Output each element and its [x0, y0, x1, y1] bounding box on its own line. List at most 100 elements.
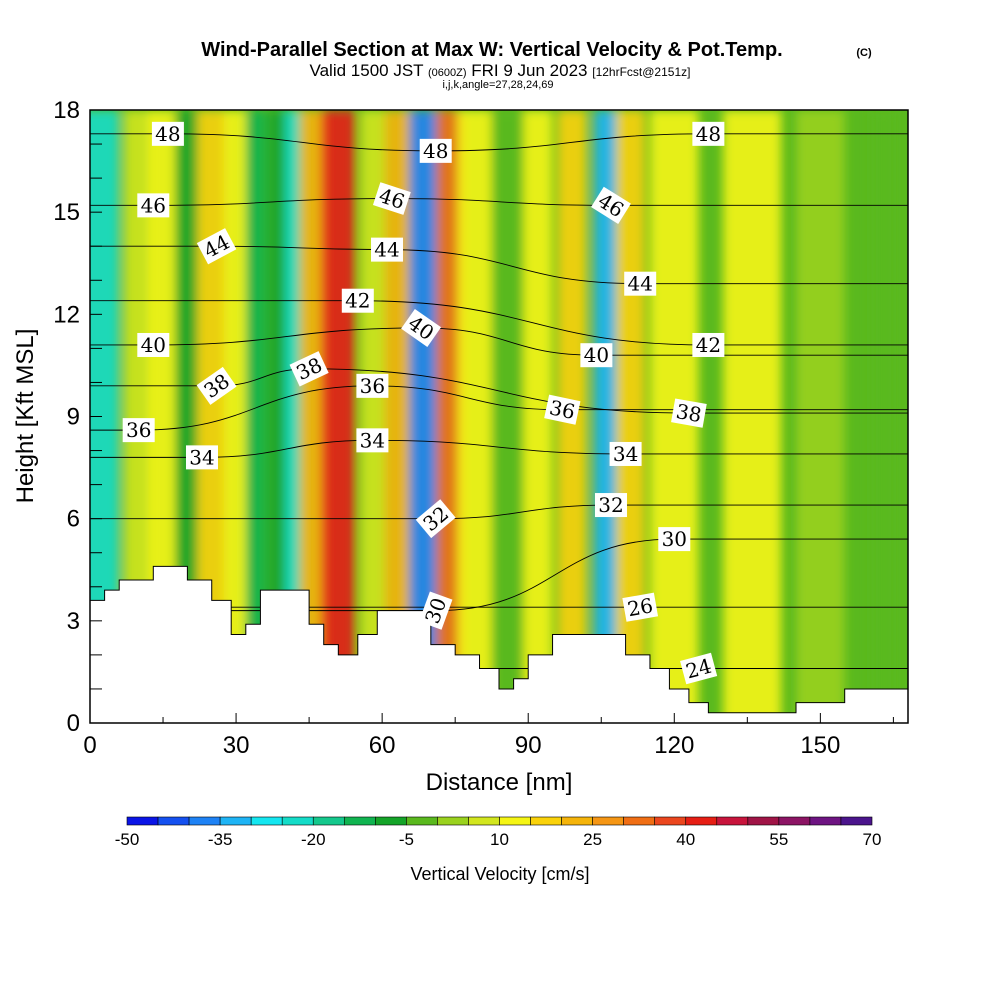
colorbar-swatch — [778, 816, 811, 826]
contour-label-44: 44 — [624, 271, 657, 296]
colorbar-tick-label: -50 — [115, 830, 140, 849]
y-tick-label: 3 — [67, 608, 80, 635]
chart-title: Wind-Parallel Section at Max W: Vertical… — [201, 39, 782, 61]
contour-label-text: 42 — [696, 333, 721, 357]
contour-label-text: 48 — [696, 122, 721, 146]
contour-label-34: 34 — [185, 445, 218, 470]
contour-label-box — [692, 121, 725, 146]
contour-label-box — [622, 592, 659, 622]
subtitle-date: FRI 9 Jun 2023 — [471, 61, 587, 80]
colorbar-tick-label: -35 — [208, 830, 233, 849]
theta-contour-44 — [90, 245, 908, 285]
contour-label-text: 34 — [189, 445, 214, 469]
colorbar-swatch — [685, 816, 718, 826]
colorbar-swatch — [654, 816, 687, 826]
contour-label-46: 46 — [372, 182, 411, 215]
contour-label-box — [356, 373, 389, 398]
colorbar-tick-label: 70 — [863, 830, 882, 849]
x-tick-label: 0 — [83, 732, 96, 759]
y-axis-label: Height [Kft MSL] — [12, 329, 39, 504]
colorbar-swatch — [188, 816, 221, 826]
contour-label-text: 46 — [141, 193, 166, 217]
x-tick-label: 120 — [654, 732, 694, 759]
contour-label-box — [580, 343, 613, 368]
contour-label-box — [609, 441, 642, 466]
chart-subtitle: Valid 1500 JST (0600Z) FRI 9 Jun 2023 [1… — [310, 61, 691, 80]
contour-label-text: 30 — [662, 527, 687, 551]
velocity-column-16 — [491, 110, 526, 723]
colorbar-swatch — [375, 816, 407, 826]
x-tick-label: 60 — [369, 732, 396, 759]
contour-label-box — [680, 652, 718, 685]
colorbar-tick-label: -20 — [301, 830, 326, 849]
contour-label-box — [185, 445, 218, 470]
colorbar-swatch — [312, 816, 345, 826]
contour-label-text: 36 — [126, 418, 151, 442]
contour-label-box — [624, 271, 657, 296]
theta-contour-32 — [90, 504, 908, 520]
subtitle-forecast: [12hrFcst@2151z] — [592, 65, 690, 79]
contour-label-26: 26 — [622, 592, 659, 622]
contour-label-box — [356, 428, 389, 453]
contour-label-36: 36 — [122, 418, 155, 443]
colorbar-tick-label: -5 — [399, 830, 414, 849]
contour-label-box — [671, 398, 707, 428]
contour-label-24: 24 — [680, 652, 718, 685]
x-axis-label: Distance [nm] — [426, 769, 573, 796]
theta-contour-38 — [90, 368, 908, 414]
contour-label-box — [401, 308, 442, 347]
colorbar-swatch — [157, 816, 190, 826]
colorbar-swatch — [219, 816, 252, 826]
contour-label-text: 48 — [423, 139, 448, 163]
colorbar-swatch — [840, 816, 873, 826]
y-tick-label: 18 — [53, 97, 80, 124]
contour-label-48: 48 — [151, 121, 184, 146]
chart-subtitle-indices: i,j,k,angle=27,28,24,69 — [442, 79, 553, 91]
colorbar-swatch — [530, 816, 562, 826]
y-tick-label: 0 — [67, 710, 80, 737]
velocity-column-22 — [722, 110, 782, 723]
colorbar-swatch — [437, 816, 469, 826]
subtitle-valid: Valid 1500 JST — [310, 61, 424, 80]
contour-label-text: 40 — [141, 333, 166, 357]
colorbar-swatch — [281, 816, 314, 826]
velocity-column-15 — [457, 110, 492, 723]
colorbar-tick-label: 25 — [583, 830, 602, 849]
velocity-column-6 — [245, 110, 266, 723]
contour-label-text: 36 — [547, 395, 577, 424]
contour-label-text: 36 — [360, 374, 385, 398]
x-tick-label: 150 — [800, 732, 840, 759]
contour-label-48: 48 — [419, 138, 452, 163]
colorbar-swatch — [716, 816, 749, 826]
y-tick-label: 6 — [67, 506, 80, 533]
contour-label-text: 44 — [627, 272, 652, 296]
theta-contour-30 — [90, 538, 908, 612]
contour-label-box — [544, 394, 581, 425]
colorbar-swatch — [468, 816, 500, 826]
velocity-column-10 — [321, 110, 356, 723]
colorbar-swatch — [126, 816, 159, 826]
terrain-mask — [90, 565, 908, 723]
contour-label-text: 34 — [360, 428, 385, 452]
contour-label-box — [289, 351, 329, 387]
contour-label-36: 36 — [356, 373, 389, 398]
contour-label-box — [137, 193, 170, 218]
y-tick-label: 9 — [67, 404, 80, 431]
x-axis: 0 30 60 90 120 150 — [83, 713, 894, 759]
contour-label-40: 40 — [580, 343, 613, 368]
colorbar — [126, 816, 873, 826]
colorbar-tick-label: 10 — [490, 830, 509, 849]
contour-label-box — [415, 499, 456, 539]
contour-label-box — [658, 527, 691, 552]
velocity-column-24 — [871, 110, 896, 723]
colorbar-label: Vertical Velocity [cm/s] — [410, 864, 589, 884]
contour-label-text: 34 — [613, 442, 638, 466]
contour-label-box — [419, 138, 452, 163]
colorbar-swatch — [406, 816, 438, 826]
contour-label-text: 48 — [155, 122, 180, 146]
colorbar-tick-label: 55 — [769, 830, 788, 849]
contour-label-34: 34 — [609, 441, 642, 466]
contour-label-box — [196, 366, 237, 405]
